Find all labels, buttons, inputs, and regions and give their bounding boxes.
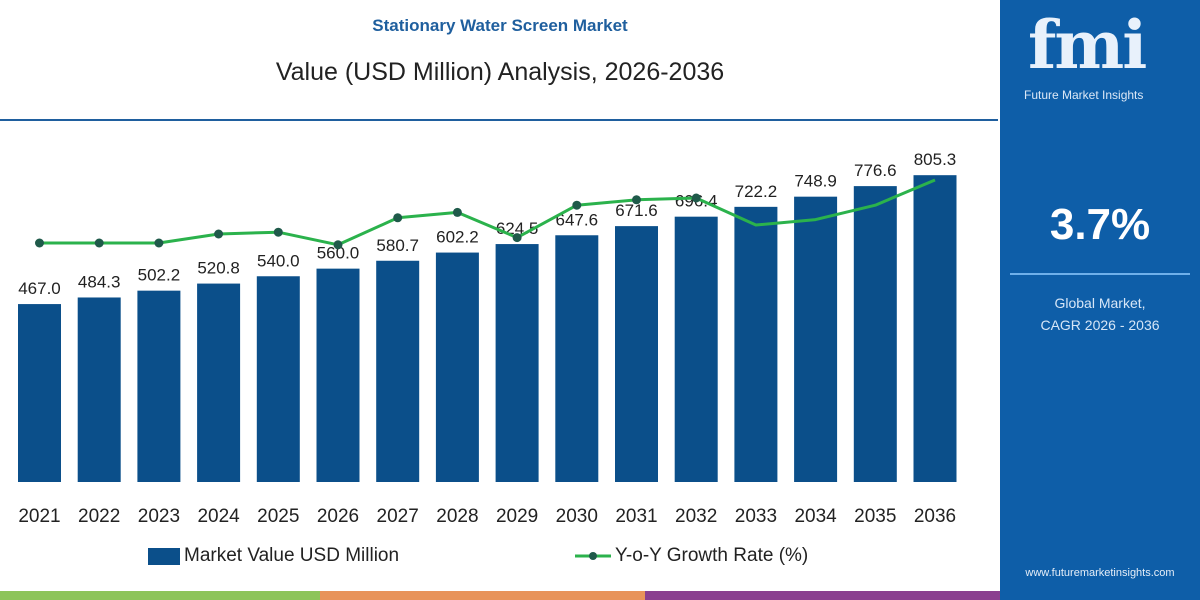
x-tick-label: 2032: [675, 506, 717, 527]
caption-line-2: CAGR 2026 - 2036: [1040, 317, 1160, 333]
bar: [853, 186, 897, 482]
bar-value-label: 776.6: [854, 161, 897, 180]
cagr-value: 3.7%: [1049, 200, 1151, 249]
bar: [913, 175, 957, 482]
bar: [137, 290, 181, 482]
bar-value-label: 722.2: [735, 182, 778, 201]
caption-line-1: Global Market,: [1054, 295, 1146, 311]
bar-value-label: 560.0: [317, 244, 360, 263]
fmi-logo: fmi: [1028, 6, 1147, 84]
website-link[interactable]: www.futuremarketinsights.com: [1025, 567, 1175, 579]
x-tick-label: 2025: [257, 506, 299, 527]
bar: [615, 226, 658, 482]
x-tick-label: 2022: [78, 506, 120, 527]
bar-value-label: 602.2: [436, 228, 479, 247]
growth-line: [39, 178, 936, 247]
legend-line-label: Y-o-Y Growth Rate (%): [615, 545, 809, 566]
stripe-orange: [320, 591, 645, 600]
bar: [794, 196, 838, 482]
bar-value-label: 647.6: [556, 210, 599, 229]
growth-point: [393, 213, 403, 223]
bar: [555, 235, 599, 482]
side-panel: fmi Future Market Insights 3.7% Global M…: [1000, 0, 1200, 600]
x-tick-label: 2027: [377, 506, 419, 527]
growth-point: [572, 200, 582, 210]
bar-value-label: 467.0: [18, 279, 61, 298]
growth-point: [214, 229, 224, 239]
legend-bar-label: Market Value USD Million: [184, 545, 400, 566]
chart-title: Stationary Water Screen Market: [372, 16, 628, 35]
growth-point: [632, 195, 641, 205]
logo-subtitle: Future Market Insights: [1024, 88, 1144, 102]
growth-point: [452, 207, 462, 217]
bar: [435, 252, 479, 482]
x-tick-label: 2036: [914, 506, 956, 527]
x-tick-label: 2031: [615, 506, 657, 527]
divider: [0, 119, 998, 121]
bar-value-label: 671.6: [615, 201, 658, 220]
x-tick-label: 2035: [854, 506, 896, 527]
x-tick-label: 2026: [317, 506, 359, 527]
bar-value-label: 748.9: [794, 172, 837, 191]
x-tick-label: 2034: [794, 506, 837, 527]
legend-line: Y-o-Y Growth Rate (%): [575, 545, 808, 567]
bar: [495, 244, 539, 482]
bar-value-label: 805.3: [914, 150, 957, 169]
bar-value-label: 502.2: [138, 266, 181, 285]
x-tick-label: 2023: [138, 506, 180, 527]
growth-point: [273, 227, 283, 237]
x-tick-label: 2030: [556, 506, 598, 527]
growth-point: [94, 238, 104, 248]
legend-line-swatch: [575, 552, 611, 560]
x-tick-label: 2024: [197, 506, 240, 527]
growth-point: [691, 193, 701, 203]
legend-bar: Market Value USD Million: [148, 545, 399, 567]
stripe-purple: [645, 591, 1000, 600]
legend-bar-swatch: [148, 547, 180, 565]
panel-divider: [1010, 273, 1190, 275]
bar: [316, 268, 360, 482]
bar: [18, 304, 61, 482]
bar-value-label: 580.7: [376, 236, 419, 255]
cagr-caption: Global Market, CAGR 2026 - 2036: [1000, 292, 1200, 336]
chart-subtitle: Value (USD Million) Analysis, 2026-2036: [275, 58, 725, 86]
x-tick-label: 2033: [735, 506, 777, 527]
growth-point: [154, 238, 164, 248]
bar: [376, 260, 420, 482]
chart-svg: 467.0 2021 484.3 2022 502.2 2023 520.8 2024 540.…: [18, 150, 957, 527]
bar: [256, 276, 300, 482]
growth-point: [512, 233, 522, 243]
growth-point: [333, 240, 343, 250]
growth-point: [35, 238, 44, 248]
x-tick-label: 2029: [496, 506, 538, 527]
bar-value-label: 540.0: [257, 251, 300, 270]
stripe-green: [0, 591, 320, 600]
bar: [674, 216, 718, 482]
bar: [734, 206, 778, 482]
bar-value-label: 520.8: [197, 259, 240, 278]
bar: [77, 297, 121, 482]
bar: [197, 283, 241, 482]
bar-value-label: 484.3: [78, 272, 121, 291]
x-tick-label: 2021: [18, 506, 60, 527]
x-tick-label: 2028: [436, 506, 478, 527]
